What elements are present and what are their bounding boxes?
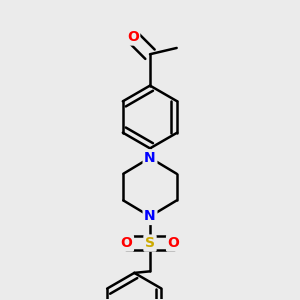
Text: N: N xyxy=(144,209,156,224)
Text: S: S xyxy=(145,236,155,250)
Text: O: O xyxy=(168,236,179,250)
Text: N: N xyxy=(144,151,156,165)
Text: O: O xyxy=(121,236,132,250)
Text: O: O xyxy=(127,30,139,44)
